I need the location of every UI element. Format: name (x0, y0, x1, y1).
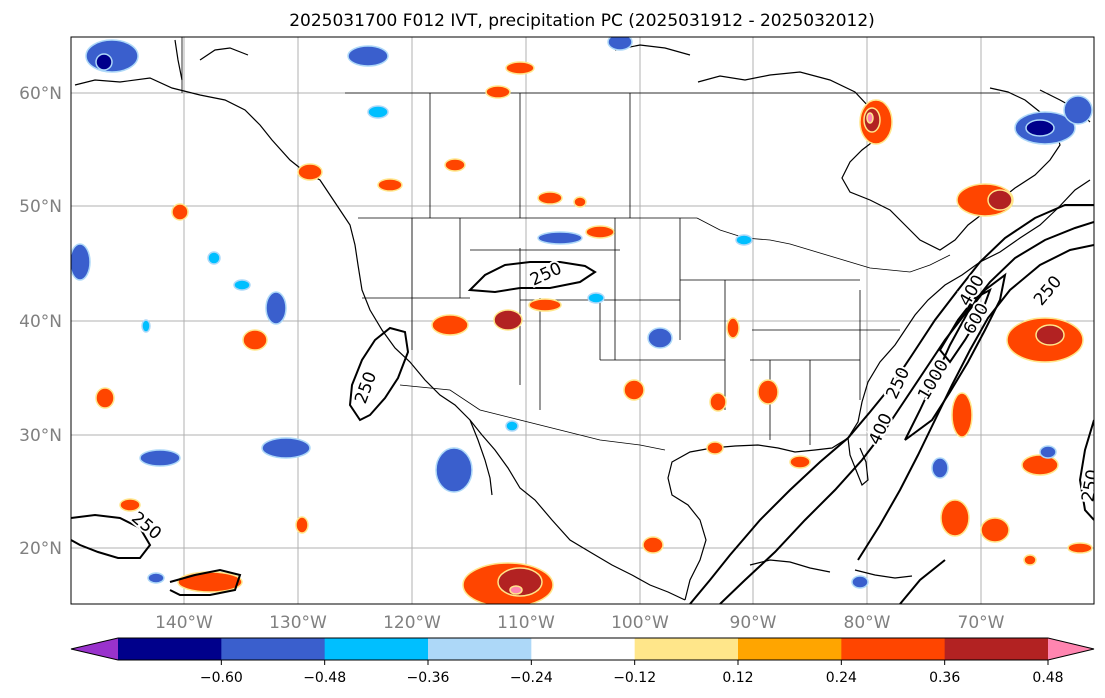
lon-label: 110°W (497, 613, 555, 633)
colorbar-segment (531, 638, 636, 660)
colorbar-tick-label: −0.36 (407, 670, 450, 686)
colorbar-segment (944, 638, 1049, 660)
map-panel: 250 250 250 250 250 400 400 600 1000 250 (71, 37, 1103, 604)
colorbar-tick-label: −0.48 (303, 670, 346, 686)
colorbar-extend-min (71, 638, 118, 660)
coastlines (74, 39, 1091, 601)
precip-pc-negative (71, 37, 1093, 589)
longitude-labels: 140°W 130°W 120°W 110°W 100°W 90°W 80°W … (155, 613, 1005, 633)
lon-label: 90°W (730, 613, 777, 633)
lon-label: 100°W (611, 613, 669, 633)
colorbar-tick-label: 0.48 (1032, 670, 1063, 686)
colorbar-tick-label: −0.60 (200, 670, 243, 686)
colorbar-segment (118, 638, 222, 660)
colorbar-tick-label: −0.24 (510, 670, 553, 686)
lon-label: 70°W (958, 613, 1005, 633)
latitude-labels: 60°N 50°N 40°N 30°N 20°N (19, 84, 62, 559)
colorbar: −0.60 −0.48 −0.36 −0.24 −0.12 0.12 0.24 0.36 0.4… (70, 637, 1095, 686)
colorbar-segment (841, 638, 946, 660)
lat-label: 50°N (19, 197, 62, 217)
lat-label: 40°N (19, 312, 62, 332)
colorbar-segment (738, 638, 842, 660)
figure-title: 2025031700 F012 IVT, precipitation PC (2… (289, 11, 875, 31)
lon-label: 120°W (383, 613, 441, 633)
precip-pc-positive (95, 61, 1093, 604)
colorbar-tick-label: 0.36 (929, 670, 960, 686)
colorbar-tick-label: 0.24 (826, 670, 857, 686)
ivt-contours (71, 204, 1094, 604)
contour-label: 250 (1078, 468, 1103, 503)
lon-label: 130°W (269, 613, 327, 633)
lon-label: 80°W (844, 613, 891, 633)
lat-label: 20°N (19, 539, 62, 559)
colorbar-tick-label: −0.12 (613, 670, 656, 686)
colorbar-segment (428, 638, 532, 660)
colorbar-outline (70, 637, 1095, 661)
map-frame (70, 36, 1095, 605)
colorbar-segment (221, 638, 326, 660)
lon-label: 140°W (155, 613, 213, 633)
lat-label: 60°N (19, 84, 62, 104)
political-borders (181, 37, 1000, 451)
colorbar-segment (634, 638, 739, 660)
lat-label: 30°N (19, 426, 62, 446)
colorbar-tick-label: 0.12 (722, 670, 753, 686)
colorbar-segment (324, 638, 429, 660)
colorbar-extend-max (1048, 638, 1094, 660)
